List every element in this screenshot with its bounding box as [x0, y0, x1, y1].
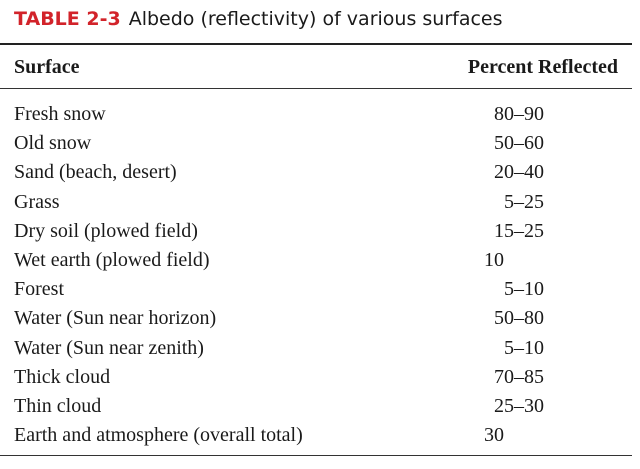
percent-cell: 25–30: [494, 394, 544, 417]
table-row: Dry soil (plowed field) 15–25: [14, 217, 618, 246]
rule: [0, 43, 632, 45]
surface-cell: Grass: [14, 190, 60, 213]
percent-cell: 5–10: [504, 278, 544, 301]
column-header: Surface: [14, 56, 80, 78]
table-title: Albedo (reflectivity) of various surface…: [128, 8, 503, 30]
percent-cell: 5–25: [504, 190, 544, 213]
table-row: Sand (beach, desert) 20–40: [14, 158, 618, 187]
table-label: TABLE 2-3: [14, 8, 121, 30]
percent-cell: 15–25: [494, 219, 544, 242]
rule: [0, 88, 632, 89]
table-row: Wet earth (plowed field) 10: [14, 246, 618, 275]
table-body: Fresh snow 80–90 Old snow 50–60 Sand (beach,…: [14, 100, 618, 450]
percent-cell: 50–60: [494, 132, 544, 155]
column-headers: Surface Percent Reflected: [14, 56, 618, 79]
percent-cell: 70–85: [494, 365, 544, 388]
table-row: Water (Sun near zenith) 5–10: [14, 334, 618, 363]
surface-cell: Earth and atmosphere (overall total): [14, 424, 303, 447]
table-row: Thin cloud 25–30: [14, 392, 618, 421]
surface-cell: Fresh snow: [14, 103, 106, 125]
surface-cell: Thin cloud: [14, 394, 102, 417]
table-row: Forest 5–10: [14, 275, 618, 304]
table-row: Fresh snow 80–90: [14, 100, 618, 129]
table-row: Grass 5–25: [14, 188, 618, 217]
surface-cell: Thick cloud: [14, 365, 111, 388]
column-header: Percent Reflected: [467, 56, 618, 78]
table-row: Old snow 50–60: [14, 129, 618, 158]
table-row: Water (Sun near horizon) 50–80: [14, 304, 618, 333]
table-row: Thick cloud 70–85: [14, 363, 618, 392]
percent-cell: 30: [484, 424, 504, 447]
table-header: TABLE 2-3 Albedo (reflectivity) of variou…: [14, 8, 503, 30]
percent-cell: 20–40: [494, 161, 544, 184]
surface-cell: Old snow: [14, 132, 92, 155]
rule: [0, 455, 632, 456]
percent-cell: 80–90: [494, 103, 544, 125]
surface-cell: Water (Sun near zenith): [14, 336, 204, 359]
surface-cell: Forest: [14, 278, 64, 301]
surface-cell: Dry soil (plowed field): [14, 219, 198, 242]
percent-cell: 50–80: [494, 307, 544, 330]
percent-cell: 10: [484, 248, 504, 271]
surface-cell: Water (Sun near horizon): [14, 307, 217, 330]
table-row: Earth and atmosphere (overall total) 30: [14, 421, 618, 450]
percent-cell: 5–10: [504, 336, 544, 359]
surface-cell: Wet earth (plowed field): [14, 248, 210, 271]
surface-cell: Sand (beach, desert): [14, 161, 177, 184]
